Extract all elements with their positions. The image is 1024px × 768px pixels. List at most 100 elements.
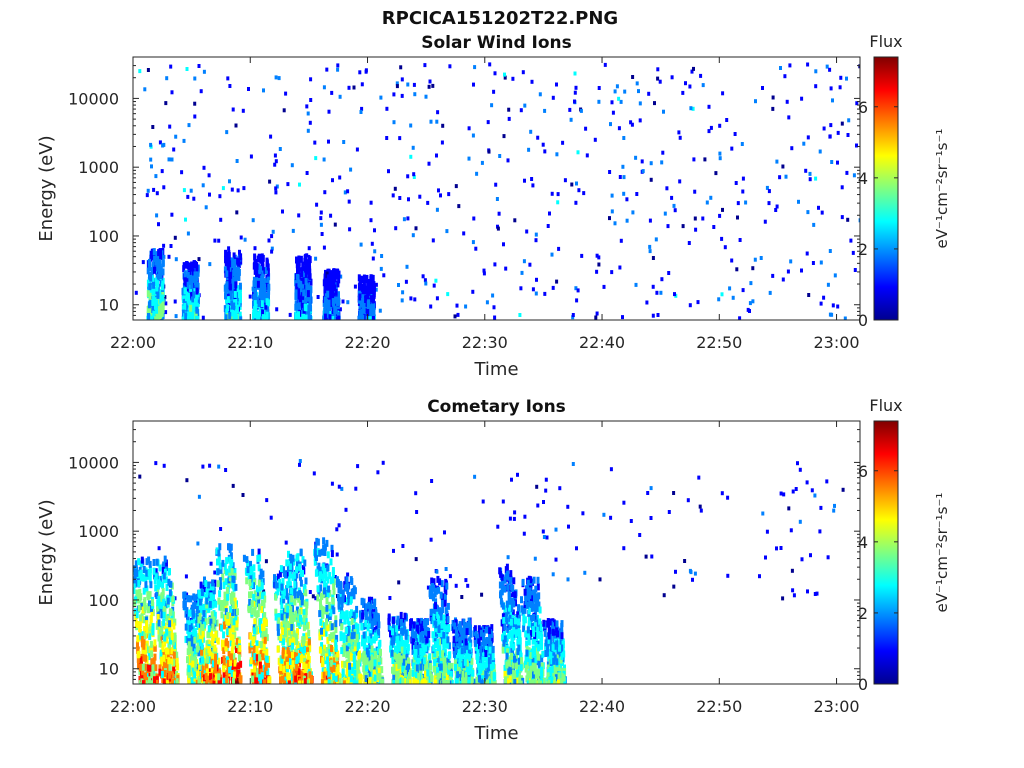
heatmap-cell [303, 678, 307, 684]
heatmap-cell [159, 248, 162, 256]
heatmap-cell [147, 653, 151, 661]
heatmap-cell [787, 506, 791, 511]
heatmap-cell [205, 588, 209, 596]
heatmap-cell [232, 608, 236, 615]
heatmap-cell [613, 221, 617, 226]
heatmap-cell [266, 263, 270, 271]
heatmap-cell [337, 523, 341, 528]
heatmap-cell [561, 140, 565, 145]
heatmap-cell [215, 677, 219, 684]
heatmap-cell [254, 677, 258, 684]
heatmap-cell [170, 619, 174, 627]
heatmap-cell [220, 611, 224, 619]
heatmap-cell [304, 618, 308, 626]
heatmap-cell [169, 595, 173, 603]
heatmap-cell [304, 577, 308, 585]
heatmap-cell [146, 188, 150, 193]
heatmap-cell [147, 313, 150, 320]
heatmap-cell [325, 67, 329, 72]
heatmap-cell [689, 106, 693, 111]
heatmap-cell [282, 633, 286, 640]
heatmap-cell [852, 173, 856, 178]
heatmap-cell [333, 306, 337, 314]
heatmap-cell [778, 175, 782, 180]
heatmap-cell [153, 639, 157, 647]
heatmap-cell [279, 664, 283, 671]
heatmap-cell [287, 621, 291, 628]
heatmap-cell [151, 298, 155, 306]
heatmap-cell [162, 243, 166, 248]
heatmap-cell [622, 500, 626, 505]
heatmap-cell [152, 559, 156, 566]
heatmap-cell [141, 663, 145, 671]
heatmap-cell [249, 574, 253, 582]
heatmap-cell [558, 486, 562, 491]
heatmap-cell [214, 662, 217, 670]
heatmap-cell [208, 600, 212, 608]
heatmap-cell [259, 591, 263, 599]
heatmap-cell [230, 298, 234, 306]
heatmap-cell [156, 614, 160, 621]
heatmap-cell [141, 654, 145, 662]
heatmap-cell [232, 282, 235, 290]
heatmap-cell [138, 632, 142, 640]
heatmap-cell [846, 133, 850, 137]
heatmap-cell [730, 146, 734, 151]
heatmap-cell [143, 632, 147, 640]
heatmap-cell [226, 304, 230, 312]
heatmap-cell [267, 287, 271, 295]
heatmap-cell [253, 280, 257, 288]
heatmap-cell [288, 638, 292, 646]
heatmap-cell [324, 269, 327, 277]
heatmap-cell [162, 463, 166, 468]
heatmap-cell [617, 96, 621, 101]
heatmap-cell [496, 226, 500, 231]
heatmap-cell [615, 84, 619, 89]
heatmap-cell [295, 283, 299, 291]
heatmap-cell [329, 213, 333, 218]
x-tick-label: 22:40 [579, 333, 625, 352]
heatmap-cell [818, 529, 822, 534]
heatmap-cell [453, 314, 457, 319]
heatmap-cell [146, 593, 150, 601]
heatmap-cell [310, 675, 313, 682]
heatmap-cell [308, 671, 312, 679]
heatmap-cell [471, 289, 475, 294]
heatmap-cell [761, 511, 765, 516]
heatmap-cell [208, 656, 212, 664]
heatmap-cell [288, 571, 292, 579]
heatmap-cell [638, 533, 642, 537]
heatmap-cell [196, 642, 200, 650]
heatmap-cell [290, 163, 294, 168]
heatmap-cell [211, 633, 215, 641]
heatmap-cell [294, 289, 298, 297]
heatmap-cell [219, 217, 223, 222]
heatmap-cell [276, 588, 280, 596]
heatmap-cell [157, 222, 160, 227]
heatmap-cell [150, 164, 153, 169]
heatmap-cell [300, 267, 304, 272]
heatmap-cell [257, 603, 261, 611]
heatmap-cell [262, 287, 266, 295]
heatmap-cell [498, 154, 502, 158]
heatmap-cell [696, 300, 700, 305]
heatmap-cell [223, 563, 227, 571]
heatmap-cell [231, 483, 235, 488]
heatmap-cell [224, 639, 228, 647]
heatmap-cell [622, 175, 626, 180]
heatmap-cell [161, 649, 165, 657]
heatmap-cell [229, 292, 233, 300]
heatmap-cell [216, 637, 220, 645]
heatmap-cell [397, 283, 400, 287]
heatmap-cell [301, 556, 305, 564]
heatmap-cell [687, 241, 691, 245]
heatmap-cell [158, 311, 162, 319]
heatmap-cell [228, 628, 232, 636]
heatmap-cell [234, 274, 238, 282]
heatmap-cell [546, 224, 550, 228]
heatmap-cell [260, 259, 264, 267]
heatmap-cell [193, 636, 197, 644]
heatmap-cell [472, 216, 476, 221]
heatmap-cell [238, 296, 242, 303]
heatmap-cell [162, 572, 166, 580]
